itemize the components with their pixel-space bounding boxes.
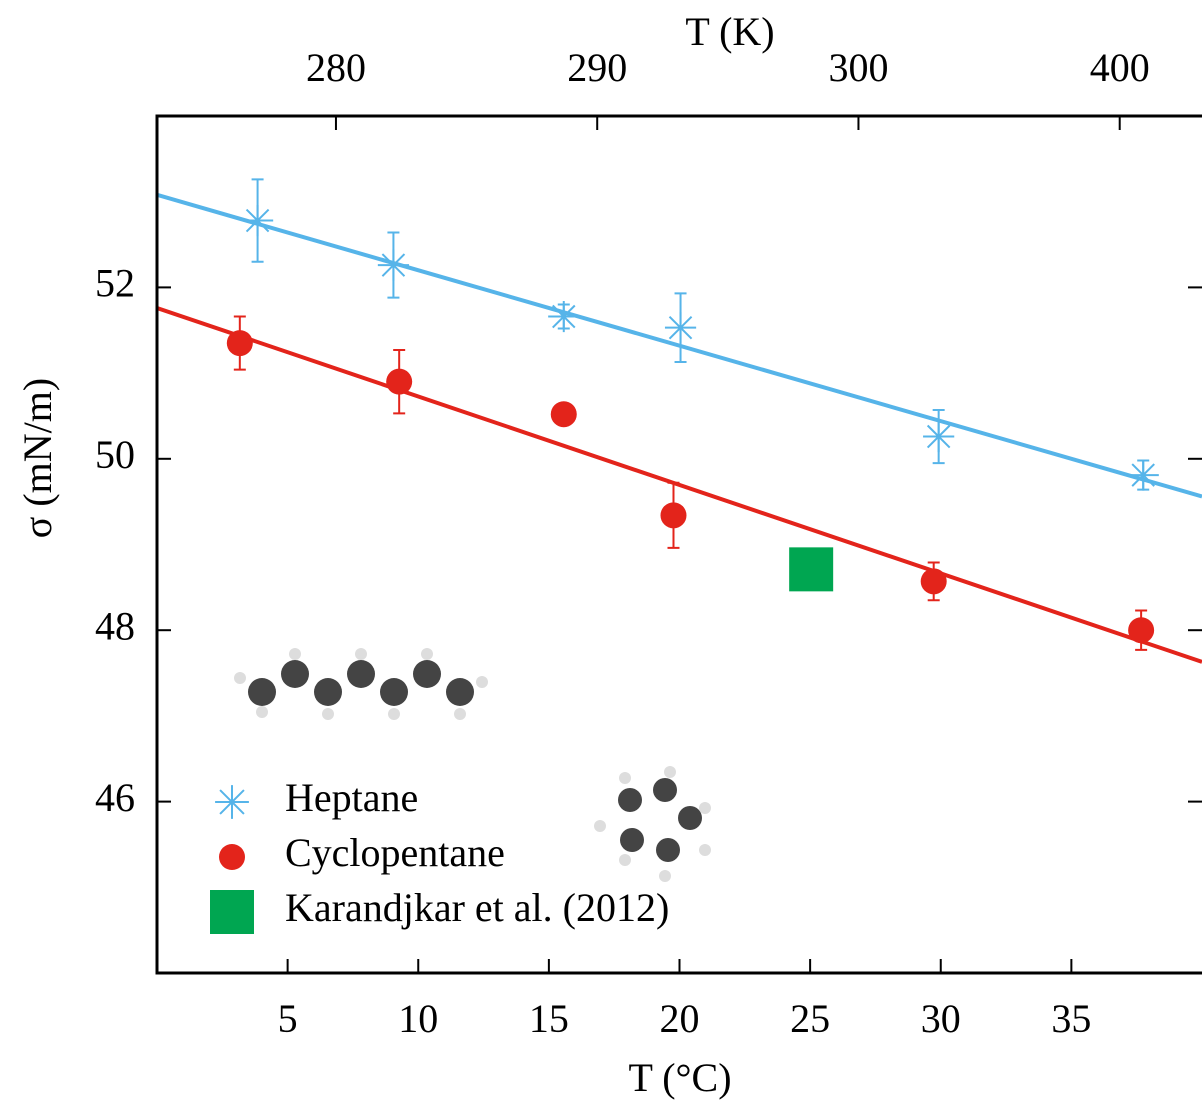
point [660, 502, 687, 529]
y-tick-label: 50 [95, 432, 135, 477]
point [1127, 459, 1159, 491]
axes-frame [155, 114, 1202, 975]
heptane-molecule [234, 648, 488, 720]
legend-label: Heptane [285, 775, 418, 820]
x-tick-label: 15 [529, 996, 569, 1041]
fit-line [157, 192, 1202, 499]
x2-tick-label: 300 [828, 45, 888, 90]
x-tick-label: 10 [398, 996, 438, 1041]
x-tick-label: 30 [921, 996, 961, 1041]
x2-tick-label: 290 [567, 45, 627, 90]
x2-tick-label: 280 [306, 45, 366, 90]
point [923, 420, 955, 453]
x2-axis-label: T (K) [685, 9, 774, 54]
x-axis-label: T (°C) [628, 1055, 731, 1100]
point [241, 204, 274, 237]
point [789, 547, 834, 592]
point [1128, 617, 1155, 644]
x-tick-label: 35 [1051, 996, 1091, 1041]
legend-label: Karandjkar et al. (2012) [285, 885, 669, 930]
y-tick-label: 48 [95, 603, 135, 648]
legend-marker [215, 785, 249, 819]
x-tick-label: 20 [660, 996, 700, 1041]
cyclopentane-molecule [594, 766, 711, 882]
point [386, 368, 413, 395]
x2-tick-label: 400 [1090, 45, 1150, 90]
point [548, 300, 580, 333]
point [226, 330, 253, 357]
legend-marker [210, 890, 254, 934]
y-tick-label: 46 [95, 775, 135, 820]
y-axis-label: σ (mN/m) [15, 378, 60, 538]
point [377, 249, 410, 281]
y-tick-label: 52 [95, 261, 135, 306]
legend-marker [219, 844, 245, 870]
fit-line [157, 306, 1202, 664]
x-tick-label: 25 [790, 996, 830, 1041]
point [920, 568, 947, 595]
legend-label: Cyclopentane [285, 830, 505, 875]
point [664, 312, 697, 344]
point [550, 401, 577, 428]
x-tick-label: 5 [278, 996, 298, 1041]
